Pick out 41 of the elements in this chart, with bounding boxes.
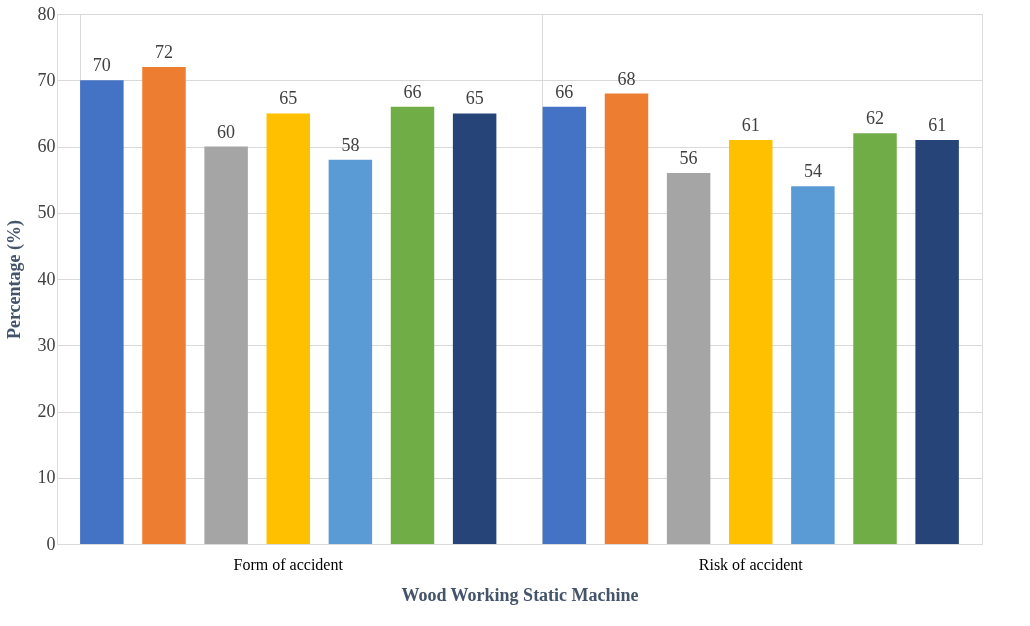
bar [390,106,435,544]
data-label: 61 [741,114,760,135]
bar [266,113,310,544]
y-tick-label: 10 [37,467,56,488]
data-label: 62 [866,108,884,129]
data-label: 56 [679,148,698,168]
bar [853,133,897,544]
x-tick-label: Risk of accident [698,555,804,573]
y-tick-label: 80 [37,3,56,24]
bar [666,173,711,544]
bar [452,113,497,544]
data-label: 70 [92,55,111,76]
data-label: 65 [465,88,484,109]
y-tick-label: 40 [37,268,56,289]
data-label: 66 [403,81,422,102]
y-tick-label: 70 [37,69,56,90]
y-tick-label: 30 [37,334,56,355]
bar [328,159,373,544]
bar [80,80,124,544]
y-tick-label: 0 [46,533,56,554]
bar [204,146,248,544]
x-axis-title: Wood Working Static Machine [401,584,639,605]
data-label: 61 [928,114,947,135]
data-label: 58 [341,134,360,155]
data-label: 66 [555,81,574,102]
bar [142,67,186,544]
data-label: 60 [217,121,236,142]
bar [915,139,959,544]
x-tick-label: Form of accident [233,555,344,573]
data-label: 72 [155,42,173,62]
data-label: 68 [617,68,636,89]
bar [542,106,587,544]
bar [791,186,835,544]
bar [729,139,773,544]
bar [604,93,649,544]
data-label: 65 [279,88,298,109]
y-tick-label: 60 [37,136,56,156]
data-label: 54 [803,161,822,182]
y-axis-title: Percentage (%) [3,219,25,340]
y-tick-label: 20 [37,401,56,421]
y-tick-label: 50 [37,202,56,223]
